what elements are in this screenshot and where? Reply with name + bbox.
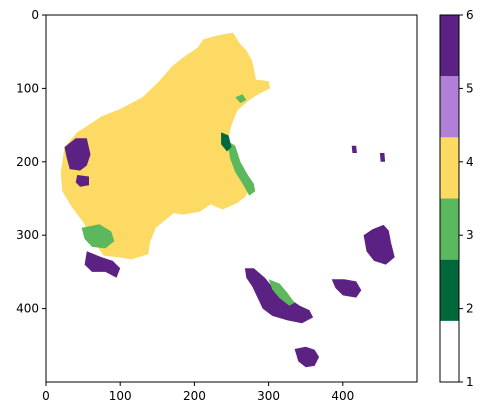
region-east-island-b <box>379 153 386 162</box>
region-east-green-coast <box>227 141 256 196</box>
colorbar-tick-label: 2 <box>466 302 474 316</box>
region-tasmania-purple <box>294 346 320 368</box>
region-southeast-purple-b <box>331 279 362 298</box>
colorbar-band <box>440 198 459 260</box>
region-mainland-yellow <box>60 32 271 260</box>
region-south-green-strip <box>268 279 295 306</box>
colorbar-tick-label: 6 <box>466 8 474 22</box>
map-regions <box>60 32 395 368</box>
colorbar-band <box>440 76 459 138</box>
map-plot: 0 100 200 300 400 0 100 200 300 400 <box>16 8 418 403</box>
region-east-island-a <box>351 145 357 153</box>
colorbar-tick-label: 1 <box>466 375 474 389</box>
x-tick-label: 0 <box>42 389 50 403</box>
y-tick-label: 300 <box>16 228 39 242</box>
colorbar-band <box>440 137 459 199</box>
colorbar-band <box>440 320 459 382</box>
x-tick-label: 300 <box>257 389 280 403</box>
colorbar-band <box>440 259 459 321</box>
region-north-green-speck <box>235 94 247 104</box>
colorbar-tick-label: 4 <box>466 155 474 169</box>
colorbar-frame <box>439 14 460 383</box>
region-east-dark-green <box>221 132 232 152</box>
y-tick-label: 100 <box>16 81 39 95</box>
region-west-purple-small <box>75 175 89 187</box>
y-tick-label: 0 <box>31 8 39 22</box>
region-southwest-purple <box>84 251 121 278</box>
colorbar-tick-label: 5 <box>466 81 474 95</box>
plot-frame <box>45 14 418 383</box>
x-tick-label: 100 <box>109 389 132 403</box>
x-tick-label: 200 <box>183 389 206 403</box>
region-east-purple <box>363 224 395 265</box>
y-tick-label: 400 <box>16 302 39 316</box>
region-west-purple <box>64 138 91 171</box>
colorbar-tick-label: 3 <box>466 228 474 242</box>
y-tick-label: 200 <box>16 155 39 169</box>
x-tick-label: 400 <box>331 389 354 403</box>
colorbar: 1 2 3 4 5 6 <box>439 8 474 389</box>
colorbar-band <box>440 15 459 77</box>
region-southwest-green <box>81 224 115 249</box>
